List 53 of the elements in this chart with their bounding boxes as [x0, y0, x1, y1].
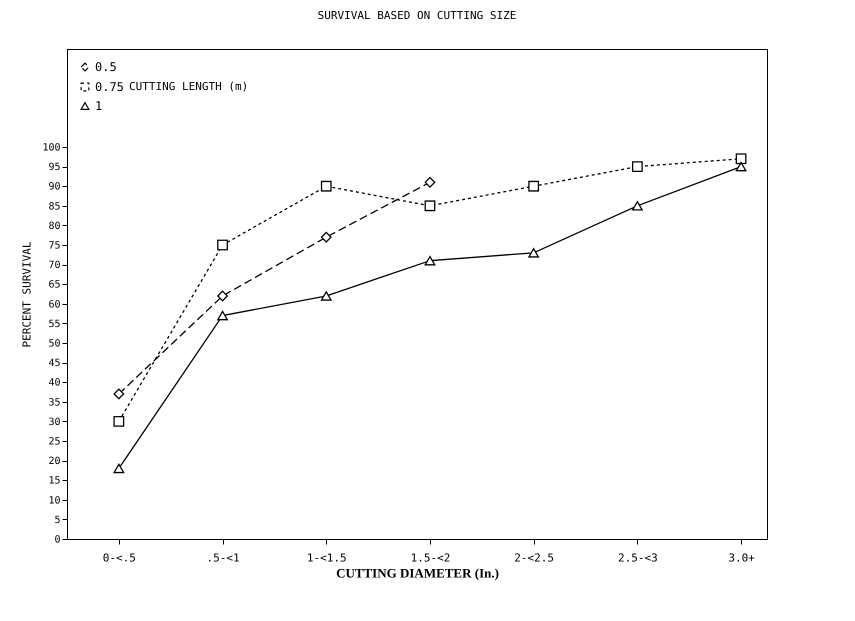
point	[424, 176, 436, 188]
point	[113, 464, 124, 474]
y-tick-label: 5	[54, 514, 60, 526]
legend-label: 0.5	[95, 60, 117, 74]
x-tick-label: 1.5-<2	[410, 552, 450, 564]
y-tick-label: 95	[48, 162, 60, 174]
y-tick-label: 40	[48, 378, 60, 389]
point	[528, 248, 540, 258]
y-tick-label: 60	[48, 299, 60, 310]
point	[632, 161, 643, 172]
y-tick-label: 20	[48, 456, 60, 468]
point	[736, 162, 746, 172]
x-tick-label: 2-<2.5	[514, 552, 554, 564]
y-tick-label: 45	[48, 358, 60, 370]
x-tick-label: 0-<.5	[102, 552, 136, 564]
point	[217, 240, 228, 250]
point	[632, 201, 643, 211]
legend-label: 1	[95, 99, 102, 113]
x-axis-title: CUTTING DIAMETER (In.)	[336, 566, 499, 580]
point	[528, 180, 540, 192]
y-tick-label: 15	[48, 476, 60, 487]
y-tick-label: 80	[48, 220, 60, 232]
y-tick-label: 90	[48, 182, 60, 193]
y-tick-label: 10	[48, 495, 60, 506]
y-tick-label: 75	[48, 240, 60, 252]
point	[320, 232, 332, 243]
point	[113, 388, 124, 400]
point	[320, 291, 332, 301]
x-tick-label: 1-<1.5	[306, 552, 347, 564]
y-tick-label: 65	[48, 280, 60, 291]
y-tick-label: 25	[48, 436, 60, 448]
y-tick-label: 50	[48, 338, 60, 350]
legend-label: 0.75	[95, 80, 124, 94]
y-tick-label: 0	[54, 534, 60, 546]
point	[736, 153, 746, 164]
y-axis-title: PERCENT SURVIVAL	[20, 241, 34, 348]
y-tick-label: 30	[48, 416, 60, 428]
point	[217, 310, 228, 320]
y-tick-label: 35	[48, 397, 60, 408]
y-tick-label: 55	[48, 318, 60, 330]
chart-title: SURVIVAL BASED ON CUTTING SIZE	[318, 9, 516, 22]
legend-title: CUTTING LENGTH (m)	[129, 80, 248, 93]
x-tick-label: 3.0+	[728, 552, 756, 564]
x-tick-label: 2.5-<3	[618, 552, 658, 564]
point	[424, 200, 436, 212]
y-tick-label: 85	[48, 201, 60, 212]
point	[424, 256, 436, 266]
y-tick-label: 100	[42, 142, 60, 154]
y-tick-label: 70	[48, 260, 60, 272]
point	[217, 290, 228, 302]
point	[113, 416, 124, 427]
x-tick-label: .5-<1	[206, 552, 240, 564]
point	[320, 180, 332, 192]
